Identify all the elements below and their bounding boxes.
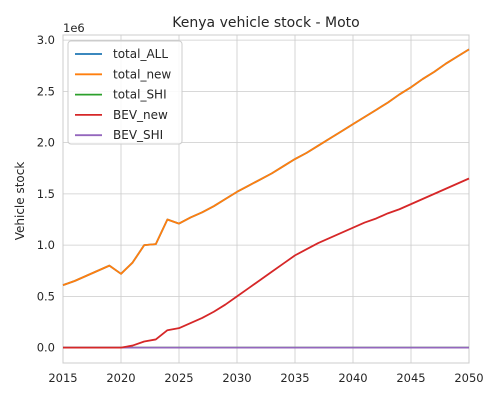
legend-box <box>67 40 183 145</box>
plot-area: 2015 2020 2025 2030 2035 2040 2045 2050 0.0 0.5 1.… <box>37 33 484 385</box>
y-tick-label: 2.0 <box>37 136 55 150</box>
y-tick-label: 0.0 <box>37 341 55 355</box>
legend-label: BEV_new <box>113 108 168 122</box>
x-tick-label: 2040 <box>338 371 367 385</box>
y-tick-label: 3.0 <box>37 33 55 47</box>
y-axis-label: Vehicle stock <box>13 162 27 241</box>
x-tick-label: 2045 <box>396 371 425 385</box>
x-tick-label: 2030 <box>222 371 251 385</box>
x-tick-label: 2015 <box>48 371 77 385</box>
y-tick-label: 1.0 <box>37 238 55 252</box>
x-tick-label: 2025 <box>164 371 193 385</box>
chart-title: Kenya vehicle stock - Moto <box>172 15 359 31</box>
plot-frame <box>62 34 470 364</box>
legend-label: total_SHI <box>113 88 167 102</box>
series-line-total-new <box>62 48 470 286</box>
x-tick-label: 2020 <box>106 371 135 385</box>
series-line-bev-new <box>63 177 470 349</box>
x-tick-label: 2050 <box>454 371 483 385</box>
x-tick-label: 2035 <box>280 371 309 385</box>
legend-label: total_new <box>113 67 171 81</box>
legend-label: BEV_SHI <box>113 128 163 142</box>
y-tick-label: 2.5 <box>37 84 55 98</box>
y-tick-label: 1.5 <box>37 187 55 201</box>
y-tick-label: 0.5 <box>37 289 55 303</box>
y-axis-offset-label: 1e6 <box>63 21 85 35</box>
legend-label: total_ALL <box>113 47 168 61</box>
